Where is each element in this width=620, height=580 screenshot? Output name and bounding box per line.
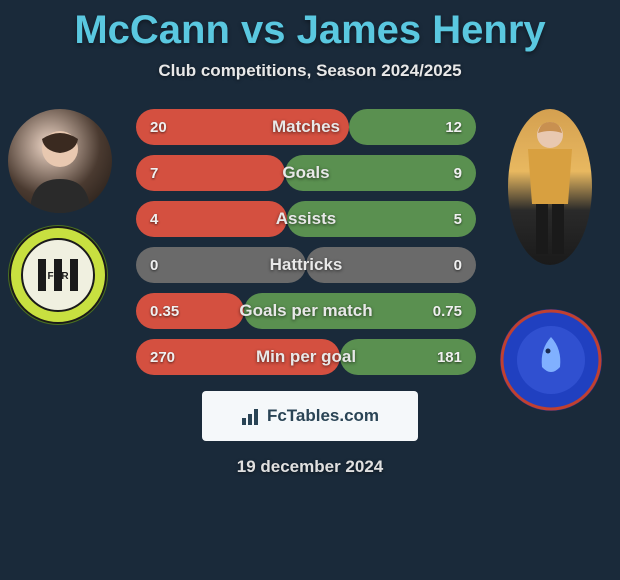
stats-list: 20 12 Matches 7 9 Goals 4 5 Assists 0 0 Hattricks 0.…	[136, 109, 476, 375]
logo-box: FcTables.com	[202, 391, 418, 441]
subtitle: Club competitions, Season 2024/2025	[0, 61, 620, 81]
stat-left-value: 4	[150, 211, 158, 228]
stat-right-value: 5	[454, 211, 462, 228]
stat-label: Hattricks	[270, 255, 343, 275]
chart-icon	[241, 406, 261, 426]
player-left-column: FGR	[8, 109, 112, 325]
stat-bar-left	[136, 201, 287, 237]
stat-right-value: 9	[454, 165, 462, 182]
stat-label: Goals	[282, 163, 329, 183]
player-right-column	[508, 109, 592, 265]
stat-label: Assists	[276, 209, 336, 229]
stat-row: 0.35 0.75 Goals per match	[136, 293, 476, 329]
date-text: 19 december 2024	[0, 457, 620, 477]
crest-icon: FGR	[8, 225, 108, 325]
stat-label: Min per goal	[256, 347, 356, 367]
stat-left-value: 0.35	[150, 303, 179, 320]
person-icon	[8, 109, 112, 213]
stat-left-value: 270	[150, 349, 175, 366]
stat-label: Goals per match	[239, 301, 372, 321]
crest-icon	[500, 309, 602, 411]
stat-left-value: 20	[150, 119, 167, 136]
logo-text: FcTables.com	[267, 406, 379, 426]
page-title: McCann vs James Henry	[0, 0, 620, 53]
stat-row: 4 5 Assists	[136, 201, 476, 237]
comparison-content: FGR 20 12 Matches 7 9 Goals 4 5 Assists 0 0 Hattric…	[0, 109, 620, 375]
stat-right-value: 181	[437, 349, 462, 366]
stat-left-value: 0	[150, 257, 158, 274]
stat-row: 270 181 Min per goal	[136, 339, 476, 375]
person-icon	[508, 109, 592, 265]
stat-right-value: 0	[454, 257, 462, 274]
stat-row: 20 12 Matches	[136, 109, 476, 145]
stat-label: Matches	[272, 117, 340, 137]
stat-right-value: 12	[445, 119, 462, 136]
club-crest-left: FGR	[8, 225, 108, 325]
stat-row: 0 0 Hattricks	[136, 247, 476, 283]
stat-left-value: 7	[150, 165, 158, 182]
svg-text:FGR: FGR	[47, 271, 69, 282]
stat-right-value: 0.75	[433, 303, 462, 320]
stat-row: 7 9 Goals	[136, 155, 476, 191]
player-right-avatar	[508, 109, 592, 265]
club-crest-right	[500, 309, 602, 411]
player-left-avatar	[8, 109, 112, 213]
